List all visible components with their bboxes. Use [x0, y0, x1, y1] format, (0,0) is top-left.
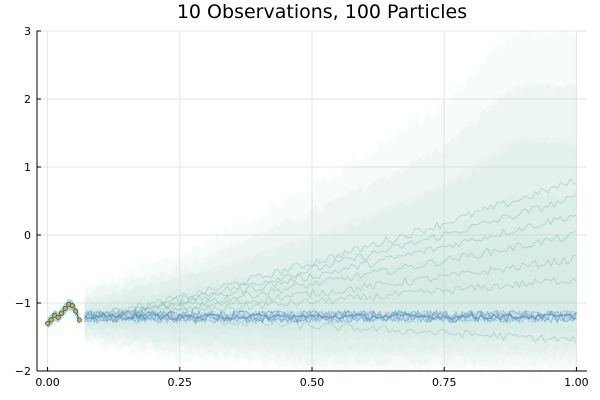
- particle-line: [84, 309, 577, 324]
- particle-band: [84, 136, 577, 355]
- particle-line: [84, 230, 577, 319]
- x-tick-label: 1.00: [564, 376, 589, 389]
- observation-point: [69, 303, 75, 309]
- observation-point: [48, 317, 54, 323]
- x-tick-label: 0.25: [168, 376, 193, 389]
- y-tick-label: 0: [24, 229, 31, 242]
- particle-line: [84, 308, 577, 325]
- particle-bands: [47, 31, 577, 371]
- observation-point: [62, 305, 68, 311]
- y-tick-label: −1: [15, 297, 31, 310]
- particle-band: [84, 193, 577, 343]
- particle-line: [84, 194, 577, 319]
- observation-point: [59, 310, 65, 316]
- particle-band: [84, 140, 577, 354]
- observation-point: [73, 308, 79, 314]
- particle-line: [84, 254, 577, 320]
- y-tick-label: 1: [24, 161, 31, 174]
- y-tick-label: 2: [24, 93, 31, 106]
- particle-band: [84, 234, 577, 334]
- y-tick-label: 3: [24, 25, 31, 38]
- particle-lines: [84, 178, 577, 345]
- x-tick-label: 0.00: [35, 376, 60, 389]
- particle-band: [84, 85, 577, 366]
- observation-line: [47, 303, 80, 324]
- particle-line: [84, 312, 577, 345]
- chart-title: 10 Observations, 100 Particles: [177, 1, 467, 23]
- particle-mean-line: [84, 312, 577, 321]
- observation-point: [45, 320, 51, 326]
- observation-point: [76, 317, 82, 323]
- x-tick-label: 0.75: [432, 376, 457, 389]
- observations: [45, 301, 82, 326]
- particle-band: [84, 81, 577, 366]
- x-tick-label: 0.50: [300, 376, 325, 389]
- particle-line: [84, 178, 577, 319]
- particle-line: [84, 277, 577, 321]
- particle-band: [84, 31, 577, 371]
- observation-point: [55, 314, 61, 320]
- tick-labels: 0.00 0.25 0.50 0.75 1.00 −2 −1 0 1 2 3: [15, 25, 589, 389]
- y-tick-label: −2: [15, 365, 31, 378]
- axes: [36, 30, 587, 372]
- particle-line: [84, 214, 577, 321]
